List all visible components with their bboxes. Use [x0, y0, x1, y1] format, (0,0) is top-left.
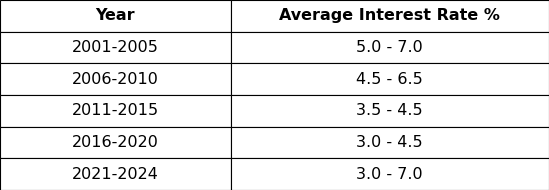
Text: 5.0 - 7.0: 5.0 - 7.0 — [356, 40, 423, 55]
Text: 2016-2020: 2016-2020 — [72, 135, 159, 150]
Bar — [231, 95, 549, 127]
Bar — [0, 127, 231, 158]
Bar — [0, 95, 231, 127]
Text: 2021-2024: 2021-2024 — [72, 167, 159, 182]
Text: Year: Year — [96, 8, 135, 23]
Text: 3.5 - 4.5: 3.5 - 4.5 — [356, 103, 423, 118]
Bar — [0, 0, 231, 32]
Text: 3.0 - 7.0: 3.0 - 7.0 — [356, 167, 423, 182]
Text: 2011-2015: 2011-2015 — [72, 103, 159, 118]
Bar — [231, 0, 549, 32]
Bar — [0, 32, 231, 63]
Text: 4.5 - 6.5: 4.5 - 6.5 — [356, 72, 423, 87]
Bar — [231, 63, 549, 95]
Text: Average Interest Rate %: Average Interest Rate % — [279, 8, 500, 23]
Bar — [231, 158, 549, 190]
Text: 3.0 - 4.5: 3.0 - 4.5 — [356, 135, 423, 150]
Text: 2006-2010: 2006-2010 — [72, 72, 159, 87]
Bar — [231, 32, 549, 63]
Bar — [0, 158, 231, 190]
Bar — [0, 63, 231, 95]
Text: 2001-2005: 2001-2005 — [72, 40, 159, 55]
Bar — [231, 127, 549, 158]
